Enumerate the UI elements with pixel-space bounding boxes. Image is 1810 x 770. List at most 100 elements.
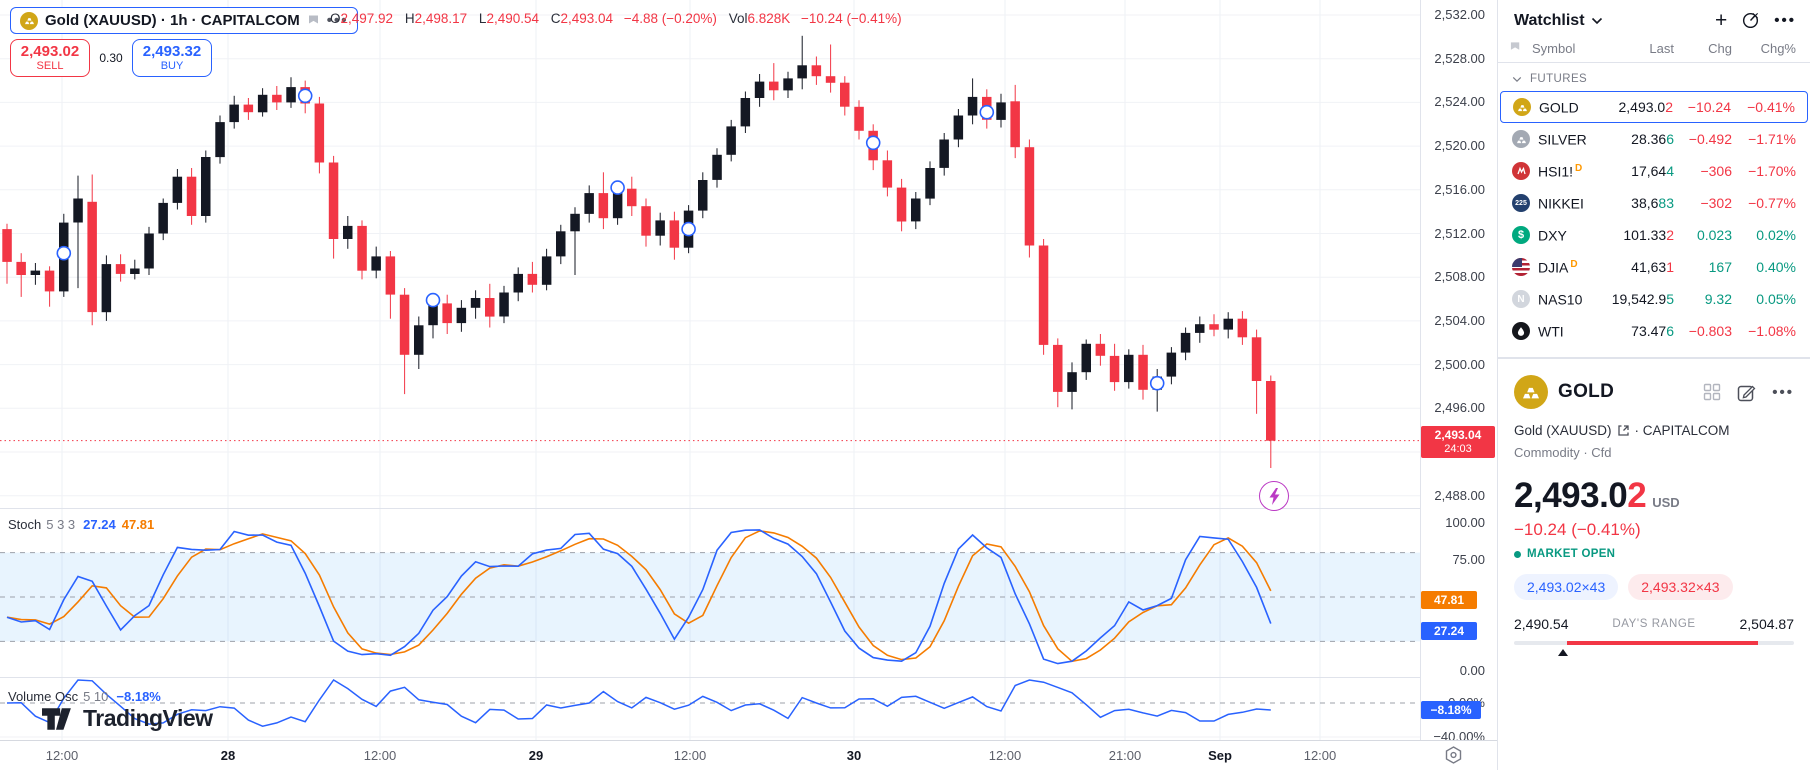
dollar-icon: $ (1512, 226, 1530, 244)
days-range-bar (1514, 641, 1794, 656)
stoch-k-axis-label: 27.24 (1421, 622, 1477, 640)
sell-button[interactable]: 2,493.02 SELL (10, 39, 90, 77)
watchlist-row-gold[interactable]: GOLD 2,493.02 −10.24 −0.41% (1500, 91, 1808, 123)
bar-countdown: 24:03 (1444, 443, 1472, 455)
watchlist-row-dxy[interactable]: $ DXY 101.332 0.023 0.02% (1498, 219, 1810, 251)
gold-coin-icon (20, 11, 38, 30)
price-axis-label: 2,488.00 (1434, 487, 1485, 503)
close-value: 2,493.04 (560, 11, 614, 26)
oil-drop-icon (1512, 322, 1530, 340)
time-axis-label: 12:00 (1303, 748, 1337, 763)
us-flag-icon (1512, 258, 1530, 276)
watchlist-header: Watchlist + ••• (1498, 0, 1810, 39)
stoch-legend[interactable]: Stoch 5 3 3 27.24 47.81 (8, 517, 155, 532)
lightning-icon (1269, 487, 1279, 505)
flag-column-icon[interactable] (1510, 41, 1532, 56)
price-axis-label: 2,528.00 (1434, 50, 1485, 66)
flag-icon[interactable] (307, 14, 320, 27)
donut-chart-icon[interactable] (1741, 11, 1760, 30)
watchlist-rows: GOLD 2,493.02 −10.24 −0.41% SILVER 28.36… (1498, 91, 1810, 347)
spread-value: 0.30 (90, 49, 132, 67)
symbol-detail-panel: GOLD ••• Gold (XAUUSD) · CAPITALCOM Comm… (1498, 357, 1810, 656)
time-axis-label: Sep (1208, 748, 1232, 763)
range-high: 2,504.87 (1739, 616, 1795, 632)
range-label: DAY'S RANGE (1612, 618, 1696, 630)
chart-area[interactable]: 2,532.00 2,528.00 2,524.00 2,520.00 2,516.00… (0, 0, 1497, 770)
ask-pill[interactable]: 2,493.32×43 (1628, 574, 1733, 600)
external-link-icon[interactable] (1617, 424, 1630, 437)
volume-osc-legend[interactable]: Volume Osc 5 10 −8.18% (8, 689, 161, 704)
watchlist-title[interactable]: Watchlist (1514, 11, 1585, 29)
low-value: 2,490.54 (486, 11, 539, 26)
ohlc-readout: O2,497.92 H2,498.17 L2,490.54 C2,493.04 … (330, 11, 902, 26)
trade-buttons: 2,493.02 SELL 0.30 2,493.32 BUY (10, 39, 212, 77)
grid-view-icon[interactable] (1703, 383, 1721, 401)
time-axis-label: 12:00 (988, 748, 1022, 763)
price-axis-label: 2,496.00 (1434, 400, 1485, 416)
status-dot (1514, 550, 1521, 558)
add-symbol-button[interactable]: + (1714, 8, 1728, 32)
bid-pill[interactable]: 2,493.02×43 (1514, 574, 1619, 600)
watchlist-row-djia[interactable]: DJIA D 41,631 167 0.40% (1498, 251, 1810, 283)
price-axis[interactable]: 2,532.00 2,528.00 2,524.00 2,520.00 2,516.00… (1420, 0, 1497, 770)
detail-symbol-name[interactable]: Gold (XAUUSD) (1514, 423, 1612, 438)
detail-change: −10.24 (−0.41%) (1514, 520, 1641, 539)
legend-more-icon[interactable]: ••• (326, 12, 349, 29)
time-axis-label: 12:00 (45, 748, 79, 763)
time-axis-label: 29 (528, 748, 544, 763)
tradingview-logo-icon (42, 707, 71, 730)
gold-coin-icon (1514, 375, 1548, 409)
price-axis-label: 2,520.00 (1434, 138, 1485, 154)
change-value: −4.88 (−0.20%) (623, 11, 717, 26)
last-price-label: 2,493.04 24:03 (1421, 426, 1495, 458)
stoch-axis-label: 75.00 (1452, 552, 1485, 567)
tradingview-logo[interactable]: TradingView (42, 705, 213, 732)
watchlist-row-hsi[interactable]: HSI1! D 17,644 −306 −1.70% (1498, 155, 1810, 187)
detail-price: 2,493.0 2 USD (1514, 476, 1680, 515)
instant-order-button[interactable] (1259, 481, 1289, 511)
price-axis-label: 2,512.00 (1434, 225, 1485, 241)
hexagon-settings-icon[interactable] (1445, 746, 1462, 769)
open-value: 2,497.92 (340, 11, 394, 26)
hsi-icon (1512, 162, 1530, 180)
buy-button[interactable]: 2,493.32 BUY (132, 39, 212, 77)
time-axis-label: 21:00 (1108, 748, 1142, 763)
detail-more-icon[interactable]: ••• (1772, 383, 1794, 401)
candlestick-chart[interactable] (0, 0, 1497, 740)
nikkei-225-icon: 225 (1512, 194, 1530, 212)
chevron-down-icon[interactable] (1591, 17, 1603, 25)
price-axis-label: 2,532.00 (1434, 7, 1485, 22)
volume-osc-axis-label: −8.18% (1421, 701, 1481, 719)
time-axis-label: 28 (220, 748, 236, 763)
watchlist-section-futures[interactable]: FUTURES (1498, 63, 1810, 91)
watchlist-row-wti[interactable]: WTI 73.476 −0.803 −1.08% (1498, 315, 1810, 347)
watchlist-row-nas100[interactable]: N NAS10 19,542.95 9.32 0.05% (1498, 283, 1810, 315)
time-axis-label: 12:00 (673, 748, 707, 763)
silver-icon (1512, 130, 1530, 148)
watchlist-more-icon[interactable]: ••• (1774, 12, 1796, 29)
volume-value: 6.828K (747, 11, 791, 26)
stoch-k-value: 27.24 (83, 517, 116, 532)
watchlist-row-silver[interactable]: SILVER 28.366 −0.492 −1.71% (1498, 123, 1810, 155)
time-axis-label: 30 (846, 748, 862, 763)
stoch-axis-label: 0.00 (1459, 663, 1485, 678)
symbol-legend[interactable]: Gold (XAUUSD) · 1h · CAPITALCOM ••• (10, 7, 359, 34)
range-low: 2,490.54 (1514, 616, 1569, 632)
price-axis-label: 2,508.00 (1434, 269, 1485, 285)
detail-meta: Commodity · Cfd (1514, 445, 1612, 460)
time-axis-label: 12:00 (363, 748, 397, 763)
stoch-d-value: 47.81 (121, 517, 155, 532)
price-axis-label: 2,500.00 (1434, 356, 1485, 372)
price-axis-label: 2,504.00 (1434, 312, 1485, 328)
time-axis[interactable]: 12:00 28 12:00 29 12:00 30 12:00 21:00 Sep 12:00 (0, 740, 1497, 770)
watchlist-panel: Watchlist + ••• Symbol Last Chg Chg% FUT… (1497, 0, 1810, 770)
gold-icon (1513, 98, 1531, 116)
price-axis-label: 2,516.00 (1434, 181, 1485, 197)
market-status: MARKET OPEN (1514, 548, 1794, 560)
watchlist-row-nikkei[interactable]: 225 NIKKEI 38,683 −302 −0.77% (1498, 187, 1810, 219)
days-range-row: 2,490.54 DAY'S RANGE 2,504.87 (1514, 616, 1794, 632)
edit-icon[interactable] (1737, 383, 1756, 402)
price-axis-label: 2,524.00 (1434, 94, 1485, 110)
currency-label: USD (1652, 495, 1680, 510)
